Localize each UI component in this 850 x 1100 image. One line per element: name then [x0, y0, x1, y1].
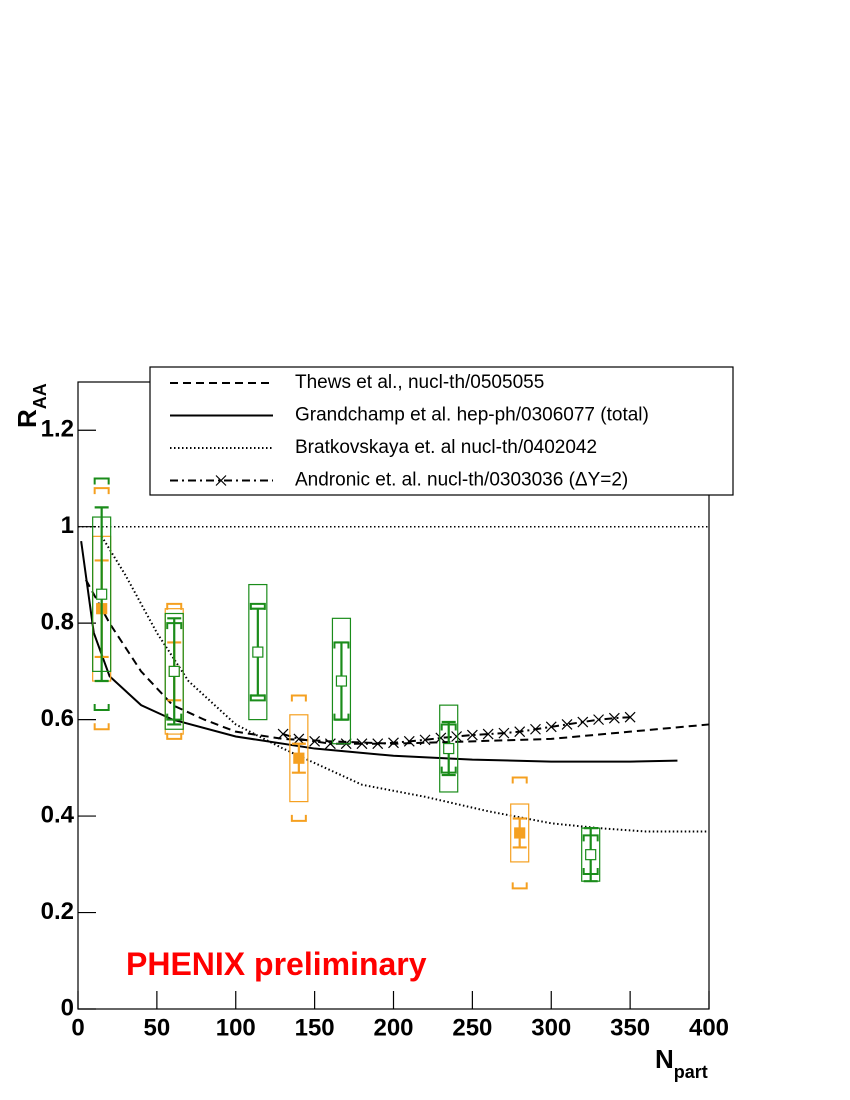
sys-error-box	[289, 714, 309, 803]
global-error-bracket	[249, 602, 266, 702]
data-point	[293, 752, 305, 764]
curve-marker	[388, 737, 399, 749]
data-point	[514, 827, 526, 839]
curve	[100, 535, 709, 833]
sys-error-box	[164, 612, 184, 730]
curve	[80, 541, 678, 763]
curve-marker	[577, 716, 589, 728]
legend-label: Bratkovskaya et. al nucl-th/0402042	[295, 437, 597, 458]
x-label-sub: part	[674, 1062, 708, 1082]
x-tick-label: 150	[295, 1014, 335, 1041]
annotation: PHENIX preliminary	[126, 946, 427, 982]
x-tick-label: 200	[373, 1014, 413, 1041]
curve-marker	[403, 735, 415, 747]
curve	[85, 579, 710, 745]
curve-marker	[482, 728, 494, 740]
curve-marker	[451, 731, 463, 742]
curve-marker	[624, 711, 636, 723]
curve-marker	[530, 723, 541, 735]
global-error-bracket	[93, 477, 110, 711]
y-tick-label: 0	[61, 994, 74, 1021]
legend-marker	[215, 475, 227, 486]
curve-marker	[419, 734, 431, 746]
x-tick-label: 50	[144, 1014, 171, 1041]
y-tick-label: 0.2	[41, 898, 74, 925]
data-point	[96, 588, 108, 600]
curve-marker	[561, 719, 573, 730]
curve-marker	[514, 726, 526, 738]
global-error-bracket	[290, 694, 307, 822]
x-axis-label: Npart	[655, 1044, 708, 1082]
curve-marker	[466, 729, 478, 741]
x-tick-label: 400	[689, 1014, 729, 1041]
global-error-bracket	[166, 602, 183, 740]
x-tick-label: 0	[71, 1014, 84, 1041]
curve-marker	[608, 712, 620, 724]
global-error-bracket	[93, 487, 110, 731]
global-error-bracket	[511, 776, 528, 890]
data-point	[443, 742, 455, 755]
curve-marker	[372, 738, 384, 750]
curve-marker	[309, 735, 321, 747]
x-tick-label: 100	[216, 1014, 256, 1041]
y-tick-label: 0.8	[41, 608, 74, 635]
curve-marker	[324, 738, 336, 750]
curve-marker	[593, 714, 604, 726]
data-point	[335, 675, 348, 687]
curve-marker	[277, 728, 289, 740]
x-tick-label: 300	[531, 1014, 571, 1041]
sys-error-box	[248, 583, 268, 721]
sys-error-box	[510, 803, 530, 863]
x-tick-label: 250	[452, 1014, 492, 1041]
y-tick-label: 0.6	[41, 705, 74, 732]
legend-label: Grandchamp et al. hep-ph/0306077 (total)	[295, 405, 649, 426]
curve-marker	[356, 738, 368, 750]
curve-marker	[498, 727, 510, 739]
curve-marker	[293, 733, 305, 745]
x-label-main: N	[655, 1044, 674, 1074]
curve-marker	[435, 732, 447, 744]
sys-error-box	[439, 704, 459, 793]
y-label-sub: AA	[30, 383, 50, 409]
x-tick-label: 350	[610, 1014, 650, 1041]
data-point	[168, 665, 180, 677]
y-label-main: R	[12, 409, 42, 428]
legend-label: Thews et al., nucl-th/0505055	[295, 372, 544, 393]
y-tick-label: 1.2	[41, 416, 74, 443]
sys-error-box	[331, 617, 352, 745]
data-point	[252, 646, 264, 658]
data-point	[585, 849, 597, 861]
y-axis-label: RAA	[12, 383, 50, 428]
legend-box	[149, 366, 734, 496]
legend-label: Andronic et. al. nucl-th/0303036 (ΔY=2)	[295, 470, 628, 491]
y-tick-label: 0.4	[41, 801, 75, 828]
curve-marker	[545, 721, 557, 733]
y-tick-label: 1	[61, 512, 74, 539]
